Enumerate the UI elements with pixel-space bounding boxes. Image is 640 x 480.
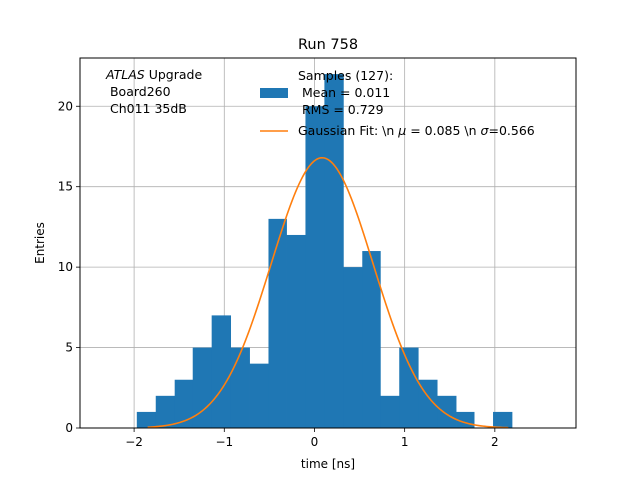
- histogram-bar-6: [249, 363, 269, 428]
- plot-frame: [79, 57, 577, 429]
- y-tick-label-0: 0: [65, 421, 73, 435]
- x-tick-label-1: −1: [215, 435, 233, 449]
- histogram-bar-13: [380, 395, 400, 428]
- x-tick-label-0: −2: [125, 435, 143, 449]
- histogram-bar-11: [343, 267, 363, 428]
- x-tick-label-4: 2: [491, 435, 499, 449]
- y-tick-label-2: 10: [58, 260, 73, 274]
- histogram-bar-1: [155, 395, 176, 428]
- histogram-bar-0: [136, 411, 157, 428]
- legend-fit-text-a: Gaussian Fit: \n: [298, 123, 398, 138]
- board-label: Board260: [106, 84, 171, 99]
- histogram-bar-14: [399, 347, 419, 428]
- upgrade-label: Upgrade: [145, 67, 203, 82]
- gaussian-fit-line: [147, 156, 509, 429]
- atlas-annotation: ATLAS Upgrade Board260 Ch011 35dB: [105, 67, 202, 116]
- histogram-bar-16: [437, 395, 457, 428]
- chart-title: Run 758: [298, 37, 358, 53]
- histogram-bar-12: [362, 251, 381, 428]
- histogram-bar-8: [286, 234, 306, 428]
- channel-label: Ch011 35dB: [106, 101, 187, 116]
- histogram-bar-10: [324, 74, 344, 428]
- y-axis-ticks: 0 5 10 15 20: [58, 99, 80, 435]
- x-axis-label: time [ns]: [301, 457, 355, 471]
- histogram-bar-4: [211, 315, 232, 428]
- legend-fit-sigma: σ: [481, 123, 490, 138]
- legend: Samples (127): Mean = 0.011 RMS = 0.729 …: [260, 68, 535, 138]
- histogram-bar-19: [493, 411, 513, 428]
- histogram-bar-9: [305, 106, 325, 429]
- legend-histogram-line-1: Samples (127):: [298, 68, 393, 83]
- histogram-bar-2: [174, 379, 194, 428]
- x-tick-label-2: 0: [311, 435, 319, 449]
- legend-histogram-line-2: Mean = 0.011: [298, 85, 390, 100]
- histogram-bar-7: [268, 218, 287, 428]
- y-tick-label-3: 15: [58, 180, 73, 194]
- histogram-bars: [136, 74, 513, 429]
- histogram-bar-15: [418, 379, 438, 428]
- y-axis-label: Entries: [33, 222, 47, 264]
- legend-fit-text-c: =0.566: [488, 123, 534, 138]
- legend-histogram-swatch: [260, 88, 288, 98]
- atlas-label: ATLAS: [105, 67, 145, 82]
- legend-histogram-line-3: RMS = 0.729: [298, 102, 384, 117]
- legend-fit-mu: μ: [397, 123, 406, 138]
- x-axis-ticks: −2 −1 0 1 2: [125, 428, 499, 449]
- y-tick-label-4: 20: [58, 99, 73, 113]
- annotation-line-1: ATLAS Upgrade: [105, 67, 202, 82]
- legend-fit-text-b: = 0.085 \n: [406, 123, 480, 138]
- histogram-bar-3: [192, 347, 213, 428]
- y-tick-label-1: 5: [65, 341, 73, 355]
- x-tick-label-3: 1: [401, 435, 409, 449]
- legend-fit-label: Gaussian Fit: \n μ = 0.085 \n σ=0.566: [298, 123, 535, 138]
- histogram-bar-5: [230, 347, 250, 428]
